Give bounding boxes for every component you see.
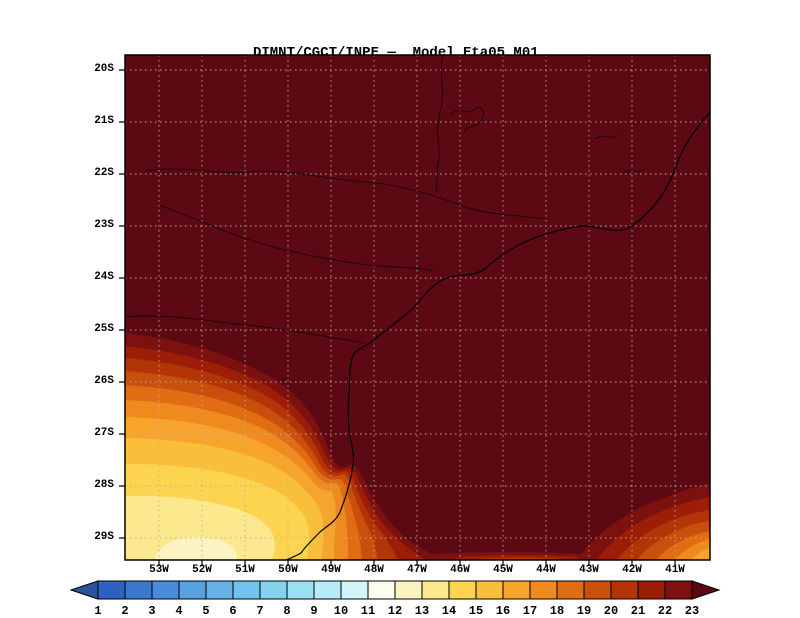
colorbar-tick-5: 5 — [202, 604, 209, 618]
state-borders-rivers — [124, 54, 646, 344]
lon-label-48w: 48W — [364, 564, 384, 576]
colorbar-tick-20: 20 — [604, 604, 618, 618]
lat-label-22s: 22S — [94, 167, 114, 179]
colorbar-tick-3: 3 — [148, 604, 155, 618]
colorbar-segment-21 — [637, 580, 666, 600]
lon-label-49w: 49W — [321, 564, 341, 576]
colorbar-segment-8 — [286, 580, 315, 600]
lon-label-46w: 46W — [450, 564, 470, 576]
colorbar-segment-15 — [475, 580, 504, 600]
colorbar-tick-9: 9 — [310, 604, 317, 618]
lon-label-47w: 47W — [407, 564, 427, 576]
colorbar-tick-13: 13 — [415, 604, 429, 618]
colorbar-tick-15: 15 — [469, 604, 483, 618]
lon-label-42w: 42W — [622, 564, 642, 576]
colorbar-segment-6 — [232, 580, 261, 600]
lon-label-43w: 43W — [579, 564, 599, 576]
colorbar: 1 2 3 4 5 6 7 8 9 10 11 12 13 14 15 16 1… — [70, 580, 721, 618]
contour-band-12c — [155, 537, 237, 560]
colorbar-segment-16 — [502, 580, 531, 600]
contour-band-13c — [125, 495, 275, 560]
left-axis-ticks — [119, 69, 125, 539]
colorbar-tick-2: 2 — [121, 604, 128, 618]
lat-label-24s: 24S — [94, 271, 114, 283]
colorbar-tick-1: 1 — [94, 604, 101, 618]
lat-label-26s: 26S — [94, 375, 114, 387]
colorbar-segment-10 — [340, 580, 369, 600]
bottom-axis-ticks — [158, 560, 676, 566]
colorbar-segment-9 — [313, 580, 342, 600]
colorbar-segment-7 — [259, 580, 288, 600]
se-band-16c — [691, 547, 710, 560]
colorbar-tick-6: 6 — [229, 604, 236, 618]
colorbar-tick-7: 7 — [256, 604, 263, 618]
colorbar-arrow-right — [691, 580, 721, 600]
lat-label-20s: 20S — [94, 63, 114, 75]
colorbar-segment-13 — [421, 580, 450, 600]
colorbar-tick-14: 14 — [442, 604, 456, 618]
colorbar-segment-18 — [556, 580, 585, 600]
lat-label-27s: 27S — [94, 427, 114, 439]
colorbar-segment-3 — [151, 580, 180, 600]
lat-label-21s: 21S — [94, 115, 114, 127]
lat-label-23s: 23S — [94, 219, 114, 231]
lat-label-29s: 29S — [94, 531, 114, 543]
lon-label-41w: 41W — [665, 564, 685, 576]
lat-label-28s: 28S — [94, 479, 114, 491]
colorbar-tick-21: 21 — [631, 604, 645, 618]
colorbar-segment-20 — [610, 580, 639, 600]
colorbar-segment-22 — [664, 580, 693, 600]
colorbar-tick-4: 4 — [175, 604, 182, 618]
colorbar-segment-19 — [583, 580, 612, 600]
lon-label-53w: 53W — [149, 564, 169, 576]
lon-label-52w: 52W — [192, 564, 212, 576]
colorbar-tick-19: 19 — [577, 604, 591, 618]
colorbar-segment-1 — [97, 580, 126, 600]
colorbar-segment-17 — [529, 580, 558, 600]
colorbar-segment-2 — [124, 580, 153, 600]
colorbar-arrow-left — [70, 580, 99, 600]
colorbar-tick-22: 22 — [658, 604, 672, 618]
colorbar-tick-10: 10 — [334, 604, 348, 618]
colorbar-tick-8: 8 — [283, 604, 290, 618]
colorbar-tick-16: 16 — [496, 604, 510, 618]
colorbar-tick-23: 23 — [685, 604, 699, 618]
lon-label-45w: 45W — [493, 564, 513, 576]
colorbar-segment-11 — [367, 580, 396, 600]
coastline — [285, 111, 711, 561]
lon-label-44w: 44W — [536, 564, 556, 576]
colorbar-segment-5 — [205, 580, 234, 600]
colorbar-segment-14 — [448, 580, 477, 600]
colorbar-tick-17: 17 — [523, 604, 537, 618]
lon-label-51w: 51W — [235, 564, 255, 576]
lat-label-25s: 25S — [94, 323, 114, 335]
map-canvas — [119, 54, 711, 566]
colorbar-segment-12 — [394, 580, 423, 600]
colorbar-tick-12: 12 — [388, 604, 402, 618]
colorbar-tick-11: 11 — [361, 604, 375, 618]
lon-label-50w: 50W — [278, 564, 298, 576]
colorbar-tick-18: 18 — [550, 604, 564, 618]
colorbar-segment-4 — [178, 580, 207, 600]
